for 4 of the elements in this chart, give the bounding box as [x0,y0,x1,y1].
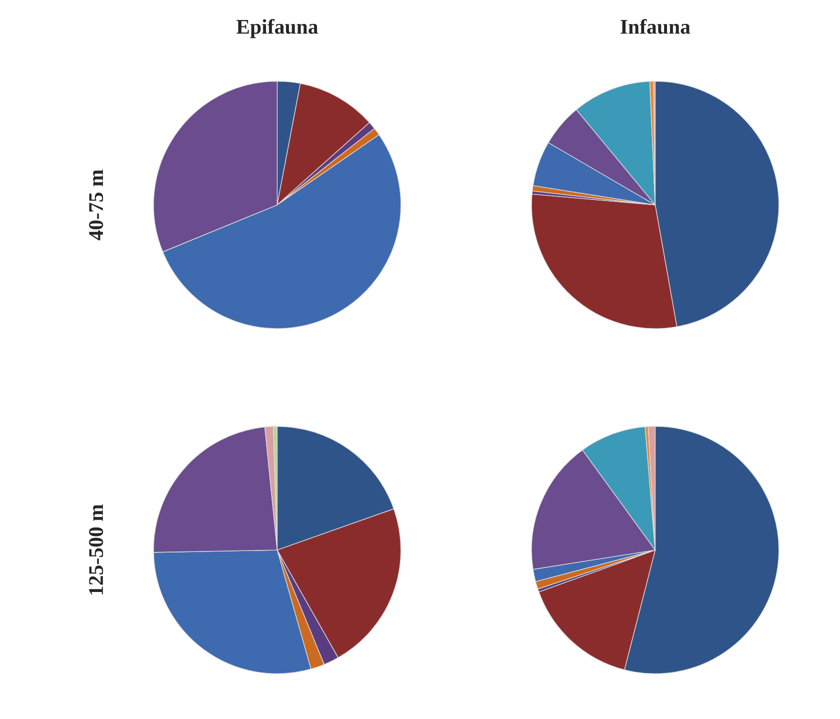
chart-title: Infauna [620,18,690,34]
chart-title: Epifauna [236,18,318,38]
text: 40-75 m [89,170,104,240]
text: 125-500 m [89,504,104,594]
